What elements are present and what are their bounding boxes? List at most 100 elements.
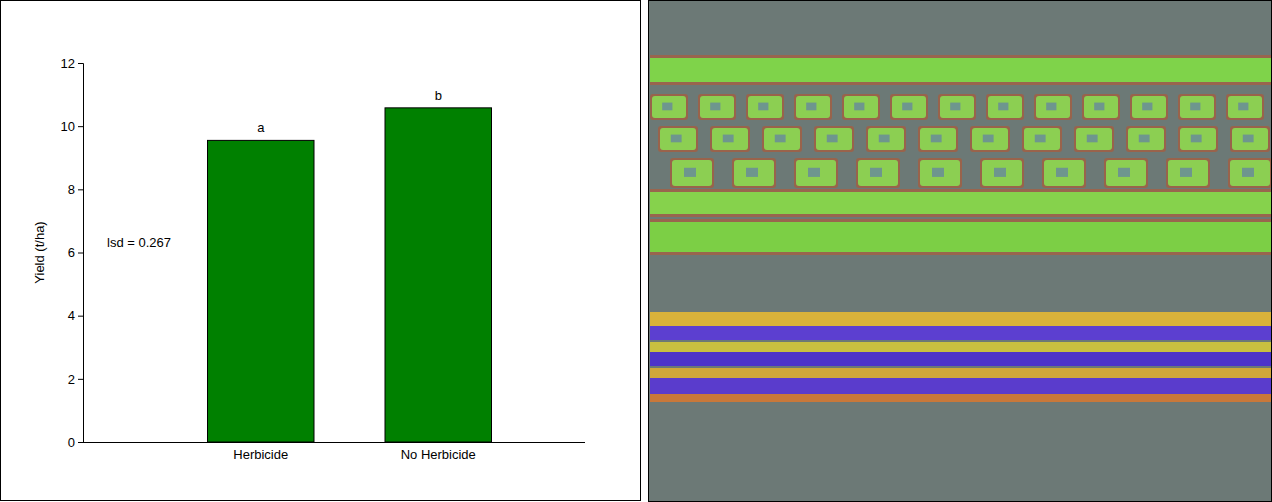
x-tick: No Herbicide	[401, 442, 476, 462]
image-stripe	[650, 378, 1271, 394]
image-plot	[672, 160, 712, 186]
image-texture	[1087, 135, 1098, 143]
bars	[208, 108, 492, 442]
image-plot	[982, 160, 1022, 186]
image-texture	[710, 103, 720, 111]
image-stripe	[650, 352, 1271, 366]
image-plot	[700, 96, 734, 118]
image-stripe	[650, 368, 1271, 378]
image-texture	[662, 103, 672, 111]
image-texture	[1142, 103, 1152, 111]
image-texture	[1243, 135, 1254, 143]
y-tick-label: 12	[61, 56, 75, 71]
image-plot	[1036, 96, 1070, 118]
image-texture	[1190, 103, 1200, 111]
image-texture	[998, 103, 1008, 111]
image-edge	[856, 158, 900, 188]
image-stripe	[650, 222, 1271, 252]
image-edge	[918, 158, 962, 188]
y-tick: 4	[68, 308, 83, 323]
image-plot	[796, 160, 836, 186]
image-edge	[1074, 126, 1114, 152]
image-texture	[950, 103, 960, 111]
y-tick-label: 10	[61, 119, 75, 134]
image-edge	[890, 94, 928, 120]
significance-letter: a	[257, 120, 265, 135]
image-stripe	[650, 394, 1271, 402]
y-axis-title: Yield (t/ha)	[32, 221, 47, 283]
image-texture	[1118, 168, 1130, 177]
image-frame	[649, 1, 1272, 502]
y-tick-label: 4	[68, 308, 75, 323]
image-texture	[902, 103, 912, 111]
image-edge	[732, 158, 776, 188]
y-tick-label: 2	[68, 371, 75, 386]
image-texture	[931, 135, 942, 143]
y-tick-mark	[78, 63, 83, 64]
image-edge	[650, 94, 688, 120]
y-tick-mark	[78, 253, 83, 254]
y-tick-mark	[78, 442, 83, 443]
y-tick-mark	[78, 126, 83, 127]
image-edge	[658, 126, 698, 152]
image-edge	[814, 126, 854, 152]
image-texture	[684, 168, 696, 177]
image-edge	[746, 94, 784, 120]
aerial-image	[649, 1, 1272, 502]
image-plot	[972, 128, 1008, 150]
image-texture	[870, 168, 882, 177]
image-edge	[1230, 126, 1270, 152]
significance-letters: ab	[257, 88, 442, 136]
image-plot	[1228, 96, 1262, 118]
image-texture	[1180, 168, 1192, 177]
image-edge	[1042, 158, 1086, 188]
image-texture	[1046, 103, 1056, 111]
x-axis: HerbicideNo Herbicide	[83, 442, 585, 462]
image-edge	[650, 219, 1271, 255]
image-texture	[1056, 168, 1068, 177]
significance-letter: b	[435, 88, 442, 103]
y-tick: 0	[68, 435, 83, 450]
image-texture	[1238, 103, 1248, 111]
image-plot	[844, 96, 878, 118]
y-tick-label: 6	[68, 245, 75, 260]
image-texture	[1094, 103, 1104, 111]
image-texture	[1191, 135, 1202, 143]
image-texture	[1242, 168, 1254, 177]
image-edge	[1228, 158, 1271, 188]
image-edge	[980, 158, 1024, 188]
image-plot	[748, 96, 782, 118]
x-axis-line	[83, 442, 585, 443]
image-plot	[920, 128, 956, 150]
image-edge	[1104, 158, 1148, 188]
image-plot	[1106, 160, 1146, 186]
image-texture	[723, 135, 734, 143]
image-texture	[854, 103, 864, 111]
image-edge	[938, 94, 976, 120]
image-edge	[986, 94, 1024, 120]
image-plot	[868, 128, 904, 150]
image-edge	[1082, 94, 1120, 120]
image-texture	[806, 103, 816, 111]
bar	[385, 108, 492, 442]
y-tick: 10	[61, 119, 83, 134]
image-texture	[994, 168, 1006, 177]
y-axis: 0 2 4 6 8 10 12	[61, 56, 84, 450]
image-plot	[734, 160, 774, 186]
y-tick: 8	[68, 182, 83, 197]
y-axis-line	[78, 64, 84, 443]
image-edge	[650, 189, 1271, 217]
image-edge	[1034, 94, 1072, 120]
image-edge	[710, 126, 750, 152]
image-plot	[1128, 128, 1164, 150]
y-tick: 2	[68, 371, 83, 386]
image-plot	[1084, 96, 1118, 118]
image-edge	[650, 55, 1271, 85]
x-tick-label: No Herbicide	[401, 447, 476, 462]
image-plot	[764, 128, 800, 150]
image-edge	[762, 126, 802, 152]
image-plot	[1232, 128, 1268, 150]
panel-frame	[1, 1, 641, 501]
image-stripe	[650, 192, 1271, 214]
annotation: lsd = 0.267	[107, 235, 171, 250]
